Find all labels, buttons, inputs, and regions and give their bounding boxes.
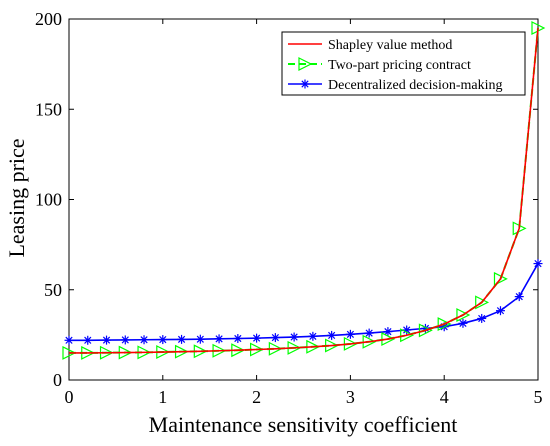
legend-item: Two-part pricing contract — [288, 57, 471, 73]
x-tick-label: 1 — [158, 387, 167, 407]
data-point-decentralized-decision-making — [289, 332, 299, 342]
data-point-decentralized-decision-making — [64, 335, 74, 345]
x-tick-label: 4 — [440, 387, 449, 407]
data-point-decentralized-decision-making — [158, 335, 168, 345]
data-point-decentralized-decision-making — [514, 292, 524, 302]
data-point-decentralized-decision-making — [139, 335, 149, 345]
legend-item: Decentralized decision-making — [288, 78, 503, 93]
data-point-decentralized-decision-making — [233, 333, 243, 343]
data-point-decentralized-decision-making — [83, 335, 93, 345]
data-point-decentralized-decision-making — [458, 318, 468, 328]
data-point-decentralized-decision-making — [214, 334, 224, 344]
data-point-decentralized-decision-making — [477, 313, 487, 323]
data-point-two-part-pricing-contract — [437, 317, 452, 332]
y-tick-label: 150 — [35, 99, 62, 119]
data-point-decentralized-decision-making — [402, 325, 412, 335]
data-point-decentralized-decision-making — [533, 259, 543, 269]
x-tick-label: 2 — [252, 387, 261, 407]
series-decentralized-decision-making — [64, 259, 543, 345]
data-point-decentralized-decision-making — [364, 328, 374, 338]
data-point-two-part-pricing-contract — [475, 295, 490, 310]
data-point-decentralized-decision-making — [252, 333, 262, 343]
data-point-two-part-pricing-contract — [62, 345, 77, 360]
data-point-decentralized-decision-making — [327, 330, 337, 340]
legend-box — [281, 31, 526, 96]
legend-label: Two-part pricing contract — [328, 58, 471, 73]
data-point-decentralized-decision-making — [102, 335, 112, 345]
series-line-shapley-value-method — [69, 27, 539, 354]
legend-marker — [298, 57, 313, 71]
data-point-decentralized-decision-making — [270, 333, 280, 343]
x-tick-label: 5 — [534, 387, 543, 407]
legend-item: Shapley value method — [288, 38, 452, 53]
data-point-two-part-pricing-contract — [400, 328, 415, 343]
x-axis-label: Maintenance sensitivity coefficient — [149, 412, 458, 437]
y-tick-label: 50 — [44, 280, 62, 300]
data-point-decentralized-decision-making — [383, 327, 393, 337]
series-shapley-value-method — [69, 27, 539, 354]
data-point-two-part-pricing-contract — [493, 271, 508, 286]
y-axis-label: Leasing price — [4, 138, 29, 257]
data-point-decentralized-decision-making — [308, 331, 318, 341]
data-point-decentralized-decision-making — [177, 334, 187, 344]
data-point-two-part-pricing-contract — [418, 323, 433, 338]
data-point-decentralized-decision-making — [195, 334, 205, 344]
legend-label: Decentralized decision-making — [328, 78, 503, 93]
data-point-decentralized-decision-making — [345, 329, 355, 339]
legend: Shapley value method Two-part pricing con… — [281, 31, 526, 96]
y-tick-label: 0 — [53, 370, 62, 390]
legend-marker — [300, 79, 310, 89]
y-tick-label: 200 — [35, 9, 62, 29]
series-layer — [62, 21, 546, 360]
data-point-decentralized-decision-making — [120, 335, 130, 345]
y-tick-label: 100 — [35, 190, 62, 210]
data-point-two-part-pricing-contract — [456, 308, 471, 322]
data-point-two-part-pricing-contract — [381, 332, 396, 346]
x-tick-label: 3 — [346, 387, 355, 407]
legend-label: Shapley value method — [328, 38, 452, 53]
data-point-decentralized-decision-making — [495, 306, 505, 316]
x-tick-label: 0 — [65, 387, 74, 407]
